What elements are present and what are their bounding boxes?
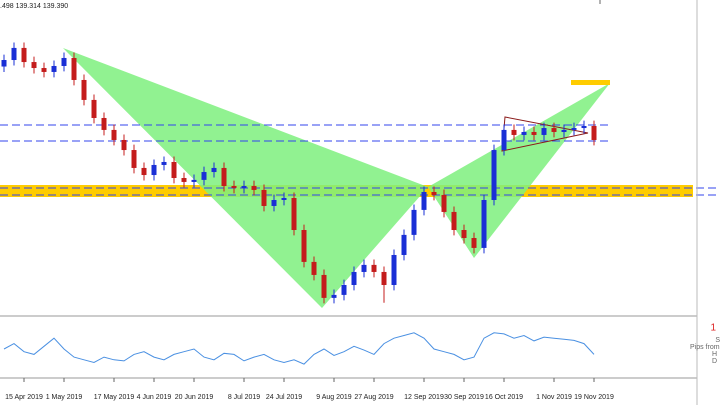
candle-body bbox=[111, 129, 117, 140]
x-tick-label: 8 Jul 2019 bbox=[228, 394, 260, 401]
candle-body bbox=[231, 186, 237, 188]
price-info: .498 139.314 139.390 bbox=[0, 3, 68, 10]
candle-body bbox=[431, 191, 437, 195]
candle-body bbox=[271, 199, 277, 206]
candle-body bbox=[421, 191, 427, 210]
candle-body bbox=[51, 65, 57, 72]
candle-body bbox=[311, 261, 317, 275]
candle-body bbox=[541, 128, 547, 135]
candle-body bbox=[491, 150, 497, 200]
candle-body bbox=[391, 254, 397, 285]
x-tick-label: 12 Sep 2019 bbox=[404, 394, 444, 401]
candle-body bbox=[21, 47, 27, 63]
candle-body bbox=[91, 99, 97, 118]
candle-body bbox=[401, 234, 407, 255]
candle-body bbox=[171, 161, 177, 179]
candle-body bbox=[321, 274, 327, 298]
candle-body bbox=[1, 60, 7, 67]
candle-body bbox=[121, 139, 127, 151]
candle-body bbox=[451, 211, 457, 231]
candle-body bbox=[301, 230, 307, 262]
candle-body bbox=[551, 128, 557, 132]
candle-body bbox=[61, 57, 67, 66]
candle-body bbox=[481, 199, 487, 248]
side-label: 1 bbox=[710, 323, 716, 334]
candle-body bbox=[41, 68, 47, 72]
candle-body bbox=[571, 128, 577, 130]
candle-body bbox=[381, 271, 387, 285]
x-tick-label: 15 Apr 2019 bbox=[5, 394, 43, 401]
candle-body bbox=[281, 197, 287, 200]
candle-body bbox=[181, 178, 187, 182]
candle-body bbox=[351, 271, 357, 285]
candle-body bbox=[241, 186, 247, 188]
candle-body bbox=[251, 186, 257, 190]
candle-body bbox=[591, 126, 597, 140]
x-tick-label: 16 Oct 2019 bbox=[485, 394, 523, 401]
pattern-xab bbox=[63, 48, 428, 308]
candle-body bbox=[31, 62, 37, 69]
side-label: S bbox=[715, 337, 720, 344]
candle-body bbox=[371, 264, 377, 272]
candle-body bbox=[291, 197, 297, 231]
candle-body bbox=[221, 167, 227, 187]
candle-body bbox=[131, 150, 137, 168]
candle-body bbox=[101, 117, 107, 130]
side-label: D bbox=[712, 358, 717, 365]
candle-body bbox=[531, 131, 537, 135]
side-label: H bbox=[712, 351, 717, 358]
candle-body bbox=[521, 131, 527, 135]
candle-body bbox=[471, 238, 477, 248]
candle-body bbox=[581, 126, 587, 129]
candle-body bbox=[511, 129, 517, 135]
side-label: Pips from bbox=[690, 344, 720, 351]
candle-body bbox=[211, 167, 217, 173]
x-tick-label: 24 Jul 2019 bbox=[266, 394, 302, 401]
x-tick-label: 19 Nov 2019 bbox=[574, 394, 614, 401]
x-tick-label: 1 May 2019 bbox=[46, 394, 83, 401]
oscillator-line bbox=[3, 332, 595, 365]
candle-body bbox=[81, 79, 87, 100]
candle-body bbox=[11, 47, 17, 61]
candle-body bbox=[341, 284, 347, 295]
candle-body bbox=[331, 294, 337, 298]
x-tick-label: 17 May 2019 bbox=[94, 394, 135, 401]
x-tick-label: 4 Jun 2019 bbox=[137, 394, 172, 401]
x-tick-label: 9 Aug 2019 bbox=[316, 394, 352, 401]
candle-body bbox=[561, 129, 567, 132]
x-tick-label: 27 Aug 2019 bbox=[354, 394, 393, 401]
target-zone bbox=[571, 80, 610, 85]
candle-body bbox=[151, 164, 157, 176]
candle-body bbox=[441, 194, 447, 212]
candle-body bbox=[191, 179, 197, 182]
candle-body bbox=[141, 167, 147, 176]
candle-body bbox=[461, 230, 467, 239]
candle-body bbox=[261, 189, 267, 206]
candle-body bbox=[501, 129, 507, 151]
candle-body bbox=[361, 264, 367, 272]
candle-body bbox=[411, 209, 417, 235]
candle-body bbox=[71, 57, 77, 80]
candle-body bbox=[201, 172, 207, 180]
candle-body bbox=[161, 161, 167, 165]
x-tick-label: 1 Nov 2019 bbox=[536, 394, 572, 401]
x-tick-label: 30 Sep 2019 bbox=[444, 394, 484, 401]
x-tick-label: 20 Jun 2019 bbox=[175, 394, 214, 401]
